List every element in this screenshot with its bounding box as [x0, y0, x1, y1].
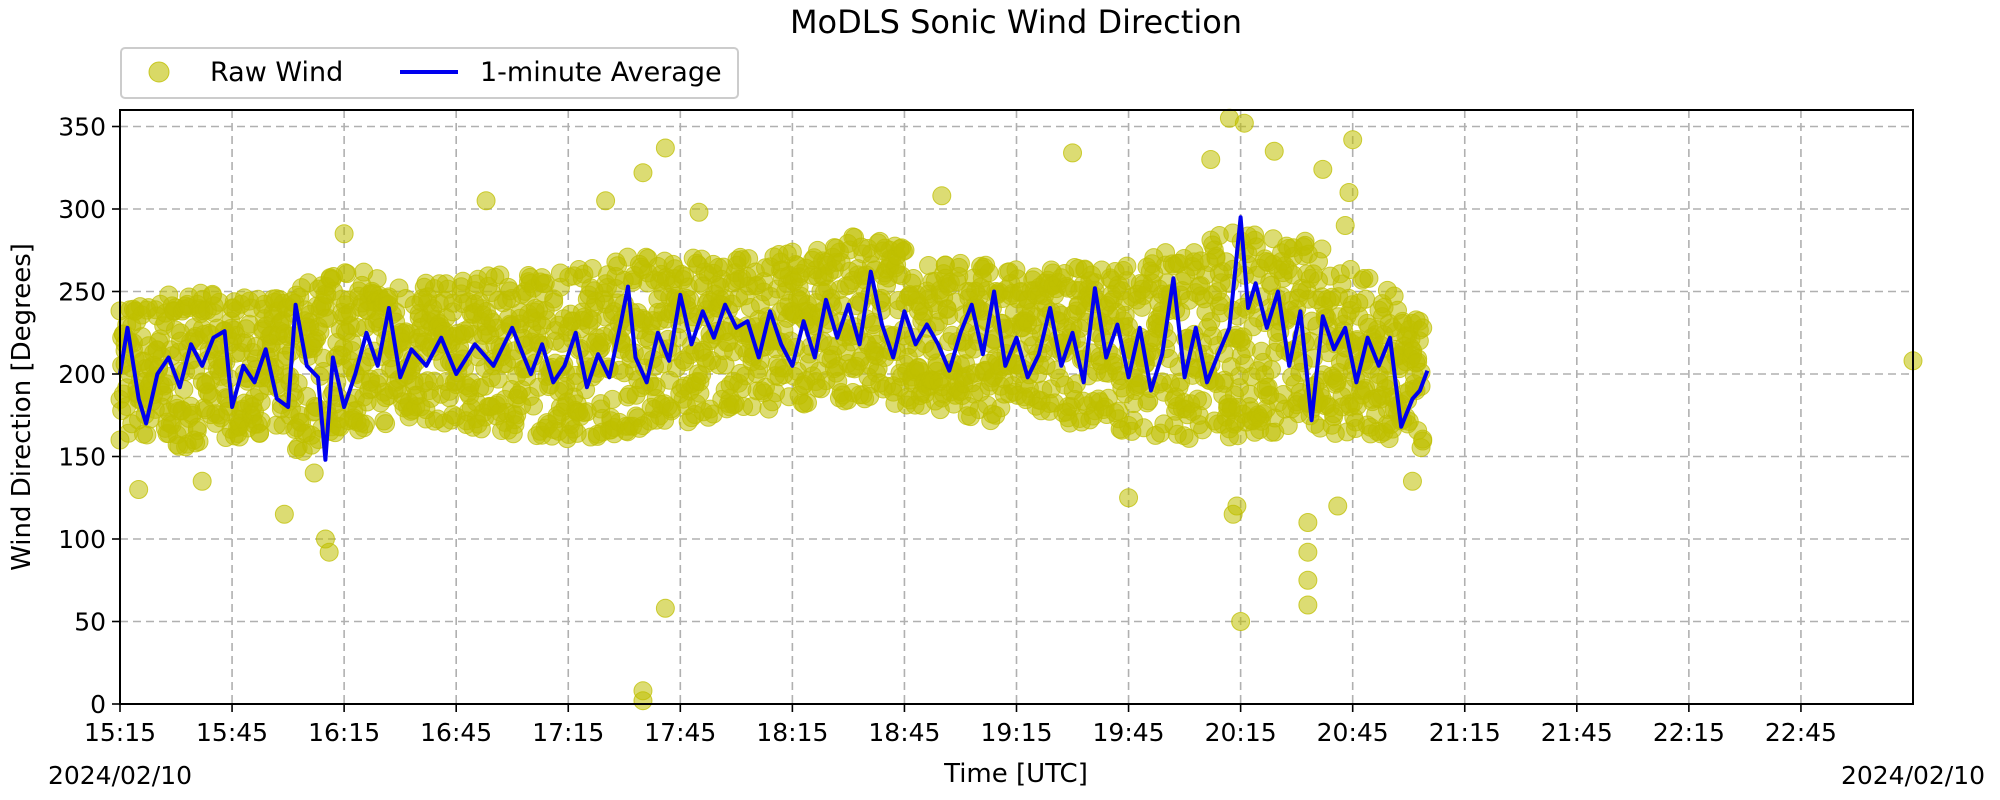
raw-wind-point: [334, 224, 354, 244]
raw-wind-point: [895, 240, 915, 260]
x-tick-label: 19:15: [980, 718, 1052, 747]
raw-wind-point: [1335, 216, 1355, 235]
raw-wind-point: [979, 263, 999, 283]
raw-wind-point: [1340, 259, 1360, 279]
y-tick-label: 50: [74, 608, 106, 637]
legend-raw-wind-label: Raw Wind: [210, 57, 343, 88]
y-tick-label: 0: [90, 690, 106, 719]
legend-raw-wind-marker: [148, 61, 170, 83]
raw-wind-point: [596, 191, 616, 211]
x-tick-label: 17:45: [644, 718, 716, 747]
x-tick-label: 21:15: [1429, 718, 1501, 747]
raw-wind-point: [129, 480, 149, 499]
raw-wind-point: [1227, 496, 1247, 516]
raw-wind-point: [655, 598, 675, 618]
raw-wind-point: [1117, 256, 1137, 276]
x-tick-label: 17:15: [532, 718, 604, 747]
y-axis-label: Wind Direction [Degrees]: [7, 243, 37, 571]
raw-wind-point: [1298, 595, 1318, 615]
raw-wind-point: [1231, 612, 1251, 631]
raw-wind-point: [376, 414, 396, 434]
average-line: [118, 215, 1430, 462]
raw-wind-point: [689, 202, 709, 222]
raw-wind-point: [1298, 570, 1318, 590]
y-tick-label: 250: [58, 278, 106, 307]
average-line-layer: [118, 215, 1430, 462]
raw-wind-point: [1119, 488, 1139, 508]
x-tick-label: 22:15: [1653, 718, 1725, 747]
raw-wind-point: [1413, 429, 1433, 449]
raw-wind-point: [1063, 143, 1083, 163]
raw-wind-point: [1179, 428, 1199, 448]
raw-wind-point: [1261, 359, 1281, 379]
raw-wind-point: [1234, 113, 1254, 133]
x-tick-label: 22:45: [1765, 718, 1837, 747]
y-tick-label: 200: [58, 360, 106, 389]
y-tick-label: 350: [58, 113, 106, 142]
raw-wind-point: [304, 463, 324, 483]
x-tick-label: 18:45: [868, 718, 940, 747]
raw-wind-point: [476, 191, 496, 211]
date-label-left: 2024/02/10: [48, 761, 192, 790]
raw-wind-point: [633, 163, 653, 183]
raw-wind-point: [315, 529, 335, 549]
raw-wind-point: [798, 393, 818, 413]
x-tick-label: 15:15: [84, 718, 156, 747]
raw-wind-point: [367, 269, 387, 289]
grid: [119, 110, 1913, 705]
raw-wind-point: [337, 264, 357, 284]
x-tick-label: 20:15: [1205, 718, 1277, 747]
legend: Raw Wind 1-minute Average: [120, 47, 739, 99]
legend-average-label: 1-minute Average: [480, 57, 722, 88]
date-label-right: 2024/02/10: [1841, 761, 1985, 790]
raw-wind-point: [251, 392, 271, 412]
raw-wind-point: [950, 253, 970, 273]
raw-wind-point: [192, 471, 212, 491]
y-tick-label: 100: [58, 525, 106, 554]
raw-wind-point: [1339, 183, 1359, 202]
x-tick-label: 16:45: [420, 718, 492, 747]
raw-wind-point: [1264, 141, 1284, 161]
raw-wind-point: [655, 138, 675, 158]
x-tick-label: 21:45: [1541, 718, 1613, 747]
raw-wind-point: [1402, 471, 1422, 491]
y-tick-label: 300: [58, 195, 106, 224]
raw-wind-point: [932, 186, 952, 206]
x-tick-label: 15:45: [196, 718, 268, 747]
raw-wind-point: [1413, 318, 1433, 338]
raw-wind-point: [633, 681, 653, 701]
x-tick-label: 19:45: [1093, 718, 1165, 747]
raw-wind-point: [1313, 159, 1333, 179]
y-tick-label: 150: [58, 443, 106, 472]
raw-wind-point: [274, 504, 294, 524]
x-axis-label: Time [UTC]: [943, 759, 1088, 789]
chart-title: MoDLS Sonic Wind Direction: [790, 3, 1242, 41]
raw-wind-point: [1328, 496, 1348, 516]
raw-wind-point: [1298, 513, 1318, 532]
x-tick-label: 20:45: [1317, 718, 1389, 747]
axis-ticks: 15:15 15:45 16:15 16:45 17:15 17:45 18:15 18:45…: [58, 113, 1837, 748]
raw-wind-point: [189, 432, 209, 452]
raw-wind-point: [1312, 239, 1332, 259]
x-tick-label: 16:15: [308, 718, 380, 747]
raw-wind-point: [1193, 391, 1213, 411]
raw-wind-point: [1201, 150, 1221, 169]
raw-wind-point: [355, 414, 375, 434]
raw-wind-point: [137, 425, 157, 445]
raw-wind-point: [1298, 542, 1318, 562]
raw-wind-point: [1359, 268, 1379, 288]
raw-wind-point: [1343, 130, 1363, 150]
raw-wind-point: [524, 396, 544, 416]
x-tick-label: 18:15: [756, 718, 828, 747]
